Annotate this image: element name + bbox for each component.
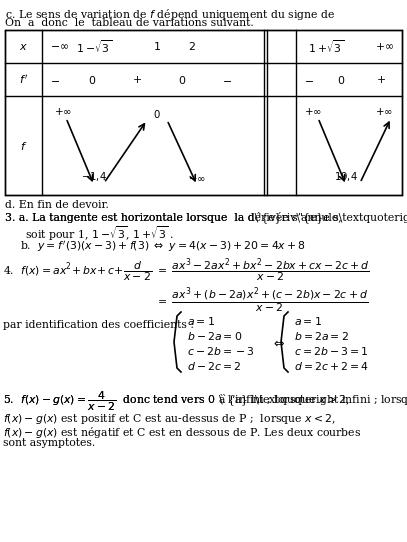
Text: c. Le sens de variation de $f$ dépend uniquement du signe de: c. Le sens de variation de $f$ dépend un… — [5, 7, 336, 22]
Text: $f$: $f$ — [20, 139, 27, 152]
Text: $d=2c+2=4$: $d=2c+2=4$ — [294, 360, 369, 372]
Text: b.  $y=f\,'(3)(x-3)+f(3)$ $\Leftrightarrow$ $y=4(x-3)+20=4x+8$: b. $y=f\,'(3)(x-3)+f(3)$ $\Leftrightarro… — [20, 239, 306, 254]
Text: $0$: $0$ — [153, 108, 161, 120]
Text: $+\infty$: $+\infty$ — [375, 106, 393, 117]
Text: $+\infty$: $+\infty$ — [374, 41, 394, 52]
Text: $0$: $0$ — [337, 74, 345, 86]
Text: d. En fin de devoir.: d. En fin de devoir. — [5, 200, 109, 210]
Text: 3. a. La tangente est horizontale lorsque  la d\'{e}riv\'{e}e s\textquoteright a: 3. a. La tangente est horizontale lorsqu… — [5, 212, 407, 223]
Text: $1+\!\sqrt{3}$: $1+\!\sqrt{3}$ — [308, 38, 344, 55]
Text: $1$: $1$ — [153, 41, 161, 53]
Text: $\Leftrightarrow$: $\Leftrightarrow$ — [271, 337, 285, 350]
Text: $c-2b=-3$: $c-2b=-3$ — [187, 345, 255, 357]
Text: $x$: $x$ — [19, 42, 28, 51]
Text: $=$ $\dfrac{ax^3+(b-2a)x^2+(c-2b)x-2c+d}{x-2}$: $=$ $\dfrac{ax^3+(b-2a)x^2+(c-2b)x-2c+d}… — [155, 285, 368, 315]
Text: $+$: $+$ — [376, 74, 386, 85]
Text: $a=1$: $a=1$ — [187, 315, 215, 327]
Text: $d-2c=2$: $d-2c=2$ — [187, 360, 241, 372]
Text: $-$: $-$ — [304, 74, 314, 85]
Text: $-\infty$: $-\infty$ — [50, 42, 69, 51]
Text: soit pour 1, $1-\!\sqrt{3}$, $1+\!\sqrt{3}$ .: soit pour 1, $1-\!\sqrt{3}$, $1+\!\sqrt{… — [25, 224, 174, 243]
Text: $+\infty$: $+\infty$ — [54, 106, 72, 117]
Text: $b=2a=2$: $b=2a=2$ — [294, 330, 349, 342]
Text: $b-2a=0$: $b-2a=0$ — [187, 330, 243, 342]
Text: $19{,}4$: $19{,}4$ — [334, 170, 358, 183]
Text: $+$: $+$ — [132, 74, 142, 85]
Text: $-$: $-$ — [50, 74, 60, 85]
Text: $0$: $0$ — [88, 74, 96, 86]
Text: $a=1$: $a=1$ — [294, 315, 322, 327]
Text: $c=2b-3=1$: $c=2b-3=1$ — [294, 345, 369, 357]
Text: $f\,'$: $f\,'$ — [19, 73, 28, 86]
Text: 3. a. La tangente est horizontale lorsque  la dérivée s’annule,: 3. a. La tangente est horizontale lorsqu… — [5, 212, 342, 223]
Text: 5.  $f(x)-g(x)=\dfrac{4}{x-2}$  donc tend vers 0 à l’infini ; lorsque $x>2$,: 5. $f(x)-g(x)=\dfrac{4}{x-2}$ donc tend … — [3, 390, 350, 414]
Text: $+\infty$: $+\infty$ — [304, 106, 322, 117]
Text: 4.  $f(x)=ax^2\!+bx\!+c\!+\!\dfrac{d}{x-2}$ $=$ $\dfrac{ax^3-2ax^2+bx^2-2bx+cx-2: 4. $f(x)=ax^2\!+bx\!+c\!+\!\dfrac{d}{x-2… — [3, 256, 370, 284]
Text: $-1{,}4$: $-1{,}4$ — [81, 170, 107, 183]
Text: $1-\!\sqrt{3}$: $1-\!\sqrt{3}$ — [76, 38, 112, 55]
Text: $0$: $0$ — [178, 74, 186, 86]
Text: $f(x)-g(x)$ est négatif et C est en dessous de P. Les deux courbes: $f(x)-g(x)$ est négatif et C est en dess… — [3, 425, 361, 440]
Text: par identification des coefficients :: par identification des coefficients : — [3, 320, 194, 330]
Text: $f(x)-g(x)$ est positif et C est au-dessus de P ;  lorsque $x<2$,: $f(x)-g(x)$ est positif et C est au-dess… — [3, 412, 336, 426]
Text: sont asymptotes.: sont asymptotes. — [3, 438, 95, 448]
Text: $-\infty$: $-\infty$ — [188, 174, 206, 183]
Bar — [5, 30, 402, 195]
Text: $2$: $2$ — [188, 41, 196, 53]
Text: $-$: $-$ — [222, 74, 232, 85]
Text: 5.  $f(x)-g(x)=\dfrac{4}{x-2}$  donc tend vers 0 \`{a} l\textquoteright infini ;: 5. $f(x)-g(x)=\dfrac{4}{x-2}$ donc tend … — [3, 390, 407, 414]
Text: On  a  donc  le  tableau de variations suivant.: On a donc le tableau de variations suiva… — [5, 18, 254, 28]
